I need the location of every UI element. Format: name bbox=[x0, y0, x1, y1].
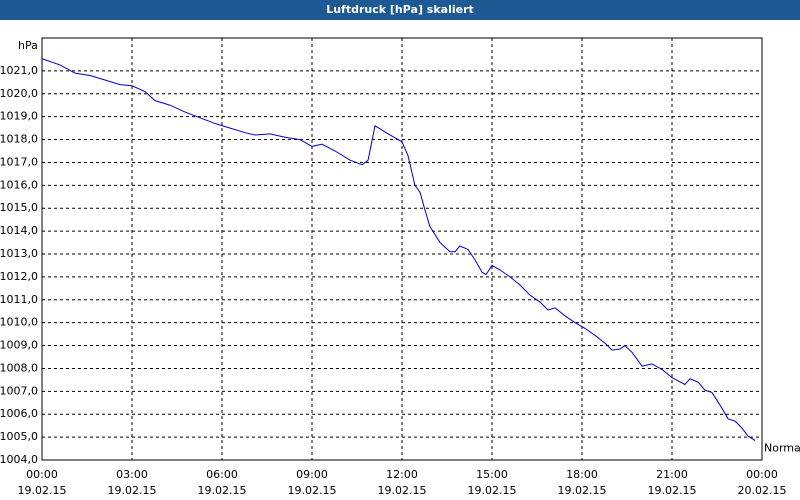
y-tick-label: 1009,0 bbox=[0, 339, 38, 352]
chart-title: Luftdruck [hPa] skaliert bbox=[326, 3, 474, 16]
x-tick-label: 00:00 bbox=[26, 468, 58, 481]
y-tick-label: 1014,0 bbox=[0, 224, 38, 237]
title-bar bbox=[0, 0, 800, 20]
x-tick-date: 19.02.15 bbox=[108, 484, 157, 497]
x-tick-date: 19.02.15 bbox=[468, 484, 517, 497]
y-tick-label: 1005,0 bbox=[0, 430, 38, 443]
x-tick-label: 09:00 bbox=[296, 468, 328, 481]
x-tick-date: 19.02.15 bbox=[288, 484, 337, 497]
y-tick-label: 1012,0 bbox=[0, 270, 38, 283]
y-tick-label: 1010,0 bbox=[0, 316, 38, 329]
x-tick-label: 12:00 bbox=[386, 468, 418, 481]
y-tick-label: 1015,0 bbox=[0, 201, 38, 214]
y-tick-label: 1011,0 bbox=[0, 293, 38, 306]
y-tick-label: 1018,0 bbox=[0, 133, 38, 146]
y-tick-label: 1008,0 bbox=[0, 361, 38, 374]
y-tick-label: 1019,0 bbox=[0, 110, 38, 123]
y-tick-label: 1016,0 bbox=[0, 178, 38, 191]
x-tick-label: 00:00 bbox=[746, 468, 778, 481]
y-axis-label: hPa bbox=[18, 39, 38, 52]
y-tick-label: 1004,0 bbox=[0, 453, 38, 466]
x-tick-date: 20.02.15 bbox=[738, 484, 787, 497]
y-tick-label: 1007,0 bbox=[0, 384, 38, 397]
series-label: Normal bbox=[764, 442, 800, 455]
y-tick-label: 1017,0 bbox=[0, 155, 38, 168]
x-tick-label: 15:00 bbox=[476, 468, 508, 481]
x-tick-date: 19.02.15 bbox=[558, 484, 607, 497]
y-tick-label: 1021,0 bbox=[0, 64, 38, 77]
y-tick-label: 1006,0 bbox=[0, 407, 38, 420]
x-tick-label: 03:00 bbox=[116, 468, 148, 481]
y-tick-label: 1013,0 bbox=[0, 247, 38, 260]
x-tick-date: 19.02.15 bbox=[648, 484, 697, 497]
x-tick-label: 18:00 bbox=[566, 468, 598, 481]
y-tick-label: 1020,0 bbox=[0, 87, 38, 100]
x-tick-date: 19.02.15 bbox=[198, 484, 247, 497]
line bbox=[41, 58, 756, 441]
x-tick-label: 06:00 bbox=[206, 468, 238, 481]
x-tick-label: 21:00 bbox=[656, 468, 688, 481]
x-tick-date: 19.02.15 bbox=[378, 484, 427, 497]
x-tick-date: 19.02.15 bbox=[18, 484, 67, 497]
